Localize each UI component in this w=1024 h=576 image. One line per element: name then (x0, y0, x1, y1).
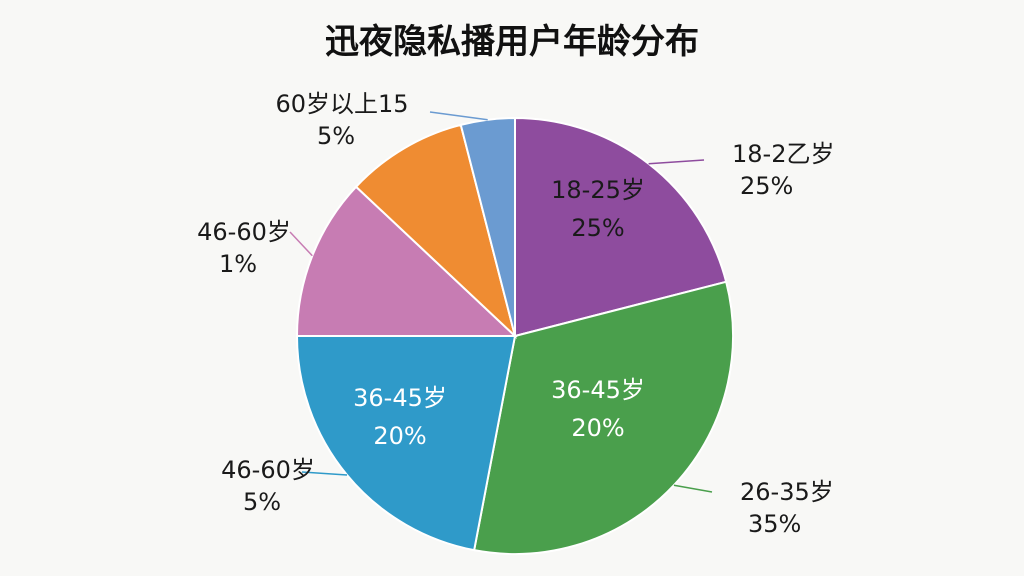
pie-slice (354, 123, 517, 340)
callout-leader-line (429, 111, 488, 121)
callout-leader-line (673, 484, 713, 493)
pie-slice (295, 185, 518, 337)
callout-leader-line (289, 231, 313, 257)
pie-slice (472, 280, 734, 555)
callout-leader-line (301, 471, 348, 476)
slice-callout-label: 18-2乙岁 25% (732, 140, 834, 200)
slice-inside-label: 36-45岁 20% (353, 384, 447, 450)
chart-title: 迅夜隐私播用户年龄分布 (325, 22, 699, 62)
callout-leader-line (648, 159, 705, 165)
slice-callout-label: 46-60岁 5% (221, 456, 315, 516)
pie-slice (459, 116, 516, 337)
pie-slice (295, 335, 517, 552)
slice-callout-label: 26-35岁 35% (740, 478, 834, 538)
slice-inside-label: 18-25岁 25% (551, 176, 645, 242)
slice-callout-label: 60岁以上15 5% (275, 90, 408, 150)
slice-callout-label: 46-60岁 1% (197, 218, 291, 278)
slice-inside-label: 36-45岁 20% (551, 376, 645, 442)
